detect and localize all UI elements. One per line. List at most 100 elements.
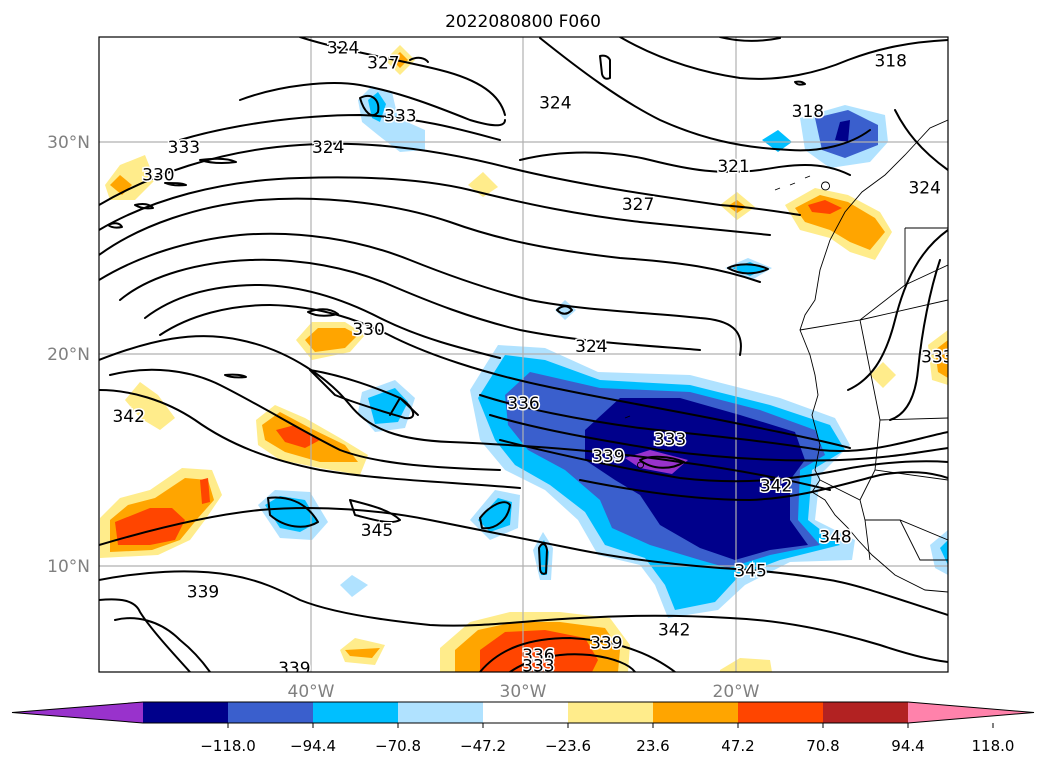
anomaly-region-yellow <box>720 658 772 672</box>
africa-coastline <box>799 119 948 593</box>
contour-line <box>409 56 429 63</box>
anomaly-region-sky-blue <box>265 496 318 532</box>
contour-line <box>99 232 742 356</box>
contour-label: 321 <box>717 157 749 177</box>
contour-line <box>199 157 237 165</box>
contour-line <box>727 263 769 275</box>
colorbar-tick-label: 70.8 <box>806 737 839 755</box>
contour-line <box>719 37 781 42</box>
figure-title: 2022080800 F060 <box>445 12 601 32</box>
contour-line <box>144 284 501 359</box>
border-line <box>799 227 948 561</box>
contour-line <box>239 82 506 127</box>
map-content: 324 327 333 324 318 318 324 333 330 321 327 324 330 3… <box>99 37 953 677</box>
contour-label: 318 <box>792 102 824 122</box>
contour-lines <box>99 37 948 672</box>
contour-label: 339 <box>590 633 622 653</box>
anomaly-region-red-orange <box>480 630 598 672</box>
anomaly-region-sky-blue <box>762 130 792 152</box>
map-frame <box>98 36 949 673</box>
contour-line <box>119 258 701 351</box>
contour-line <box>134 203 154 210</box>
colorbar-tick-label: −118.0 <box>200 737 256 755</box>
contour-label: 333 <box>921 348 953 368</box>
anomaly-region-orange <box>305 328 358 352</box>
contour-label: 324 <box>312 138 344 158</box>
colorbar-extend-low <box>12 702 143 723</box>
colorbar-swatch <box>313 702 398 723</box>
lon-tick-label: 30°W <box>500 682 547 702</box>
colorbar-tick-label: 23.6 <box>636 737 669 755</box>
contour-label: 345 <box>361 521 393 541</box>
contour-line <box>556 305 573 315</box>
canary-islands <box>774 175 830 191</box>
contour-label: 342 <box>760 477 792 497</box>
contour-line <box>619 37 948 80</box>
colorbar-tick-label: −47.2 <box>460 737 506 755</box>
contour-label: 333 <box>384 106 416 126</box>
colorbar-tick-label: 118.0 <box>972 737 1015 755</box>
colorbar: −118.0 −94.4 −70.8 −47.2 −23.6 23.6 47.2 70.8 94… <box>11 701 1035 755</box>
contour-label: 336 <box>507 394 539 414</box>
contour-label: 330 <box>352 320 384 340</box>
anomaly-region-red-orange <box>200 478 210 504</box>
contour-labels: 324 327 333 324 318 318 324 333 330 321 327 324 330 3… <box>111 37 953 677</box>
anomaly-region-sky-blue <box>940 540 948 565</box>
contour-line <box>99 598 191 672</box>
contour-line <box>499 439 948 483</box>
colorbar-swatch <box>228 702 313 723</box>
contour-label: 324 <box>908 178 940 198</box>
contour-label: 330 <box>142 166 174 186</box>
colorbar-swatch <box>483 702 568 723</box>
contour-label: 324 <box>575 337 607 357</box>
contour-label: 324 <box>539 94 571 114</box>
contour-label: 324 <box>327 39 359 59</box>
contour-line <box>579 471 948 501</box>
contour-line <box>359 94 380 117</box>
anomaly-region-orange <box>935 340 948 378</box>
contour-line <box>489 414 948 462</box>
colorbar-swatch <box>568 702 653 723</box>
anomaly-region-red-orange <box>808 200 842 214</box>
contour-line <box>509 653 636 672</box>
contour-label: 327 <box>367 53 399 73</box>
contour-label: 318 <box>874 51 906 71</box>
contour-line <box>794 80 806 86</box>
graticule <box>99 37 948 672</box>
contour-line <box>267 496 319 528</box>
contour-line <box>99 176 771 236</box>
filled-anomaly-layer <box>100 45 948 672</box>
contour-line <box>539 37 871 152</box>
contour-line <box>894 109 948 171</box>
contour-line <box>99 197 761 283</box>
contour-line <box>479 637 676 672</box>
contour-label: 339 <box>592 447 624 467</box>
contour-line <box>519 151 851 176</box>
contour-line <box>99 570 948 663</box>
lat-tick-label: 30°N <box>47 133 90 153</box>
latitude-tick-labels: 30°N 20°N 10°N <box>47 133 90 577</box>
colorbar-tick-label: 94.4 <box>891 737 924 755</box>
lon-tick-label: 20°W <box>713 682 760 702</box>
contour-label: 345 <box>734 561 766 581</box>
lat-tick-label: 20°N <box>47 345 90 365</box>
anomaly-region-navy <box>835 120 850 142</box>
contour-line <box>159 304 851 449</box>
lon-tick-label: 40°W <box>288 682 335 702</box>
contour-label: 339 <box>187 583 219 603</box>
colorbar-tick-label: −23.6 <box>545 737 591 755</box>
contour-line <box>114 617 211 672</box>
contour-line <box>538 543 548 575</box>
colorbar-extend-high <box>908 702 1034 723</box>
contour-label: 333 <box>522 657 554 677</box>
contour-line <box>99 507 948 616</box>
contour-line <box>889 259 941 421</box>
anomaly-region-light-blue <box>340 575 368 597</box>
anomaly-region-sky-blue <box>478 498 512 532</box>
contour-label: 333 <box>168 138 200 158</box>
colorbar-swatch <box>143 702 228 723</box>
contour-line <box>99 335 831 491</box>
anomaly-region-red-orange <box>276 425 320 448</box>
contour-line <box>349 499 401 524</box>
contour-line <box>479 394 948 452</box>
